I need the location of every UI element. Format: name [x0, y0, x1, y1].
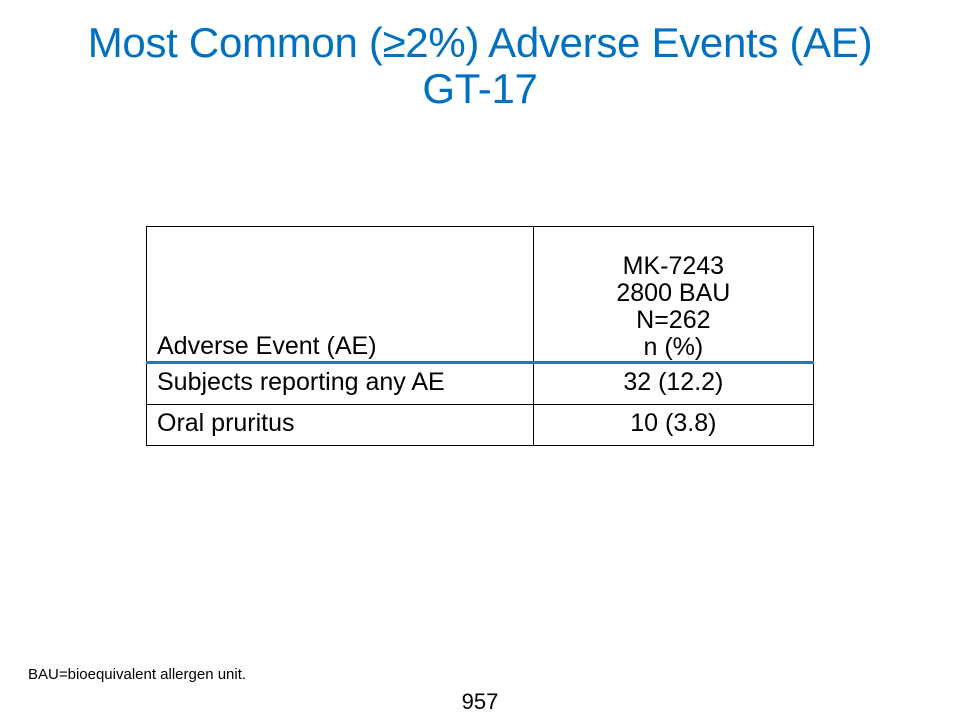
table-row: Subjects reporting any AE 32 (12.2) — [146, 362, 815, 405]
row-event-value: 32 (12.2) — [532, 362, 815, 405]
header-treatment-name: MK-7243 — [622, 252, 725, 280]
header-adverse-event: Adverse Event (AE) — [146, 226, 534, 364]
footnote: BAU=bioequivalent allergen unit. — [28, 666, 247, 683]
table-row: Oral pruritus 10 (3.8) — [146, 404, 815, 446]
row-event-name: Subjects reporting any AE — [146, 362, 534, 405]
header-treatment-unit: n (%) — [643, 333, 704, 361]
slide-title: Most Common (≥2%) Adverse Events (AE) GT… — [0, 20, 960, 112]
row-event-name: Oral pruritus — [146, 404, 534, 446]
slide-title-line-2: GT-17 — [422, 65, 538, 112]
table-header-row: Adverse Event (AE) MK-7243 2800 BAU N=26… — [146, 226, 815, 364]
page-number: 957 — [461, 689, 499, 714]
header-treatment-dose: 2800 BAU — [616, 279, 731, 307]
slide-title-line-1: Most Common (≥2%) Adverse Events (AE) — [87, 19, 873, 66]
header-treatment-n: N=262 — [636, 306, 711, 334]
header-treatment-group: MK-7243 2800 BAU N=262 n (%) — [532, 226, 815, 364]
adverse-events-table: Adverse Event (AE) MK-7243 2800 BAU N=26… — [146, 226, 815, 446]
row-event-value: 10 (3.8) — [532, 404, 815, 446]
